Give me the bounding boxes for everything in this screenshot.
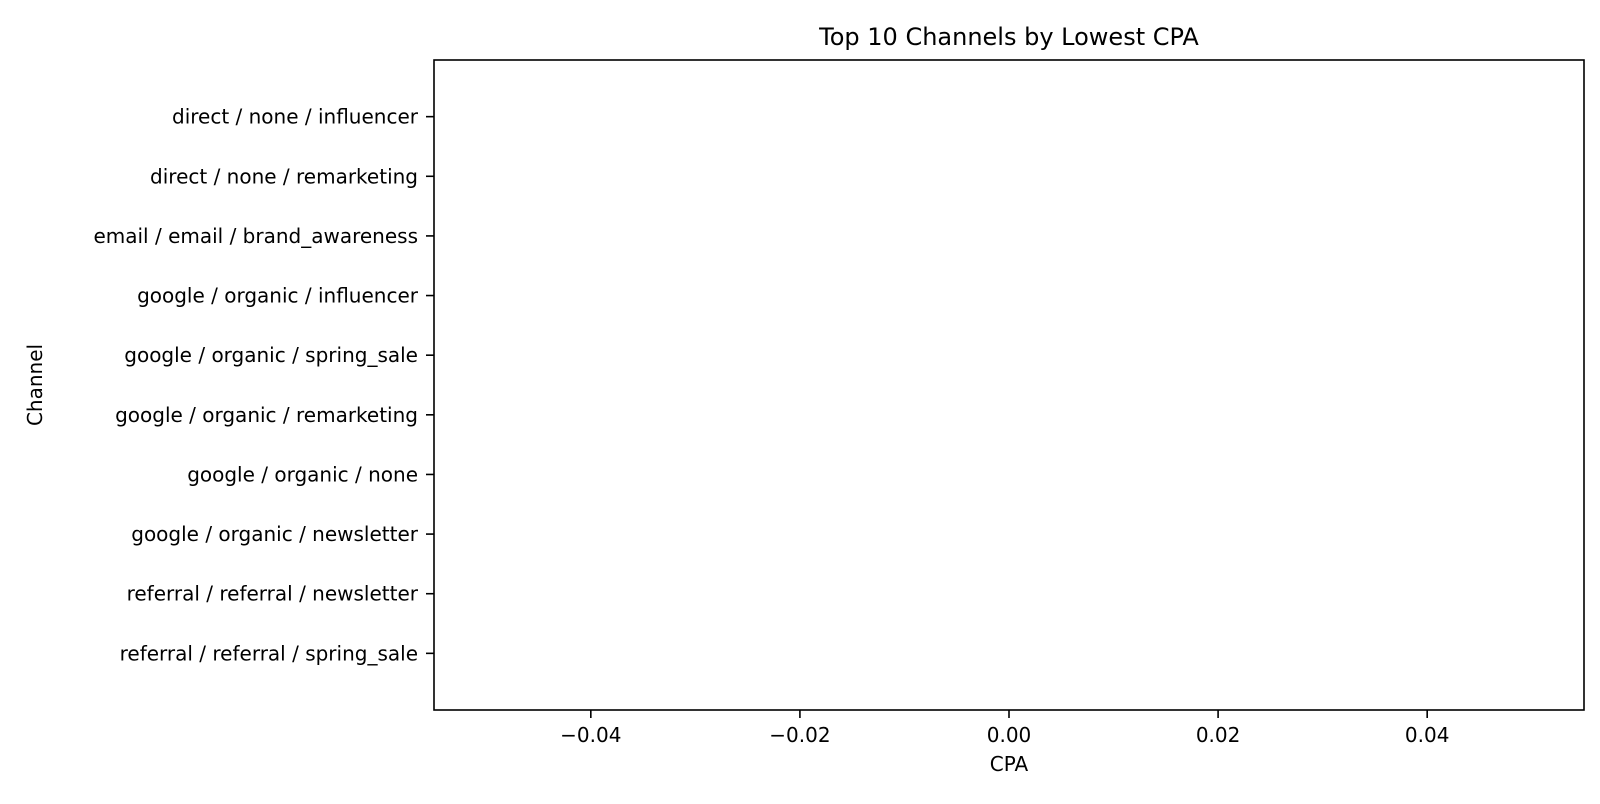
x-tick-label: 0.02 [1196, 723, 1241, 747]
y-tick-label: email / email / brand_awareness [93, 224, 418, 248]
y-tick-label: google / organic / spring_sale [124, 343, 418, 367]
x-tick-label: 0.04 [1405, 723, 1450, 747]
y-axis-label: Channel [23, 344, 47, 426]
x-tick-label: −0.02 [769, 723, 830, 747]
y-tick-label: google / organic / remarketing [115, 403, 418, 427]
y-tick-label: referral / referral / newsletter [127, 582, 419, 606]
plot-background [434, 60, 1584, 710]
chart-title: Top 10 Channels by Lowest CPA [818, 23, 1199, 51]
y-tick-label: google / organic / newsletter [131, 522, 419, 546]
x-ticks: −0.04 −0.02 0.00 0.02 0.04 [560, 710, 1449, 747]
x-axis-label: CPA [990, 752, 1029, 776]
y-tick-label: direct / none / influencer [172, 105, 419, 129]
y-tick-label: referral / referral / spring_sale [120, 641, 418, 665]
y-tick-label: google / organic / influencer [137, 284, 419, 308]
y-ticks: direct / none / influencer direct / none … [93, 105, 434, 665]
y-tick-label: direct / none / remarketing [150, 164, 418, 188]
y-tick-label: google / organic / none [187, 462, 418, 486]
x-tick-label: −0.04 [560, 723, 621, 747]
x-tick-label: 0.00 [987, 723, 1032, 747]
